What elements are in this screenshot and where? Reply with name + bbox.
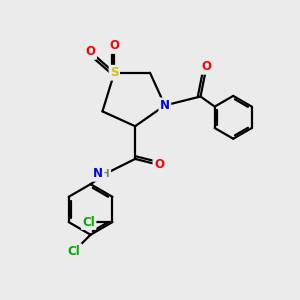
Text: H: H bbox=[101, 169, 110, 179]
Text: Cl: Cl bbox=[82, 216, 95, 229]
Text: Cl: Cl bbox=[68, 244, 81, 258]
Text: N: N bbox=[93, 167, 103, 180]
Text: N: N bbox=[160, 99, 170, 112]
Text: O: O bbox=[109, 40, 119, 52]
Text: O: O bbox=[154, 158, 164, 171]
Text: S: S bbox=[110, 66, 118, 79]
Text: O: O bbox=[85, 45, 96, 58]
Text: O: O bbox=[202, 60, 212, 73]
